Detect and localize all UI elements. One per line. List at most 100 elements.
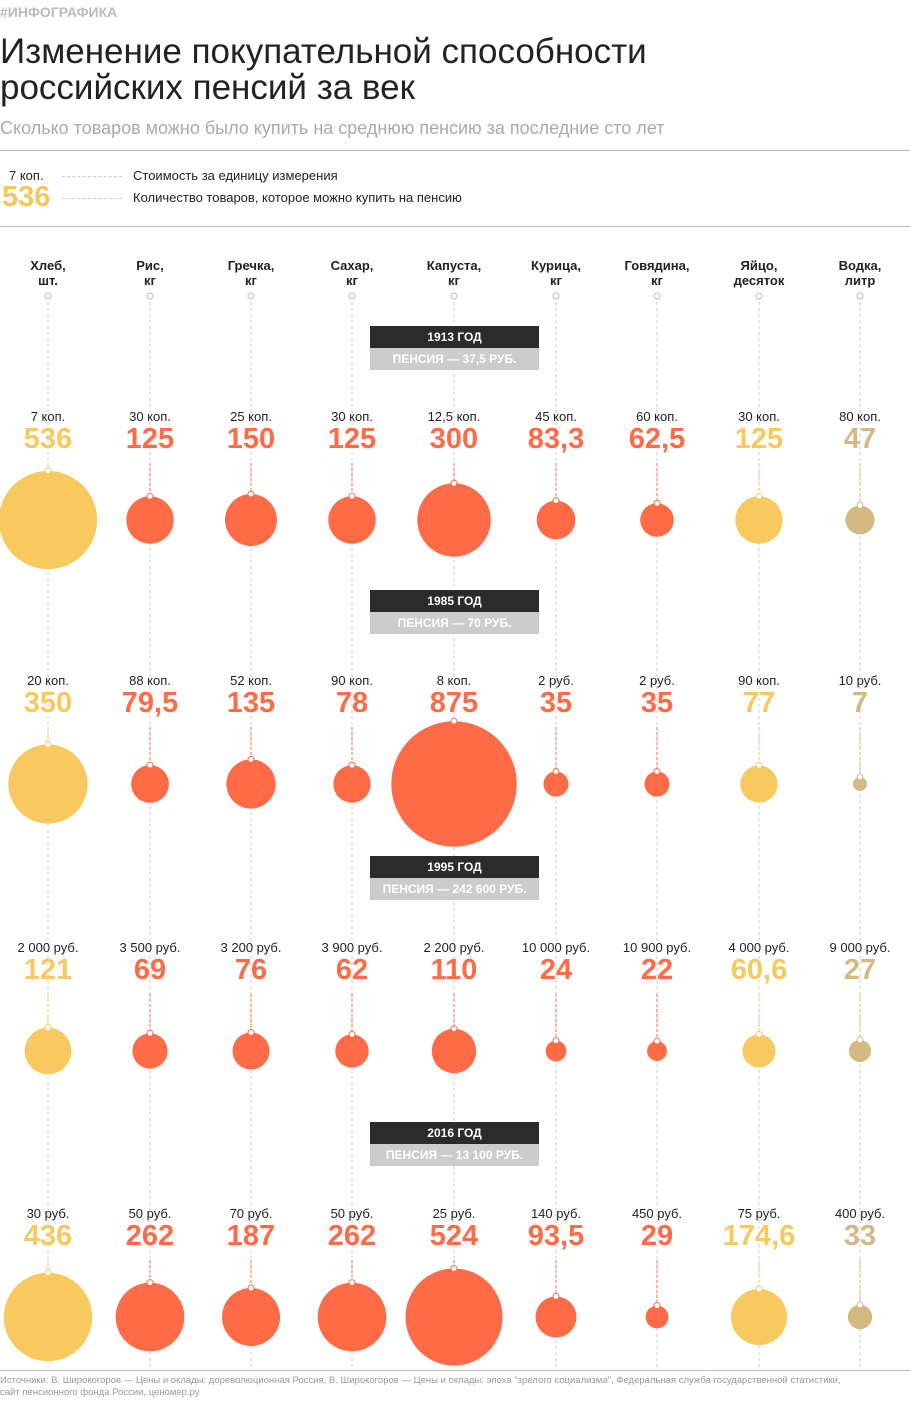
quantity-value: 121 xyxy=(23,954,73,986)
bubble-anchor-dot xyxy=(348,492,356,500)
quantity-value: 76 xyxy=(234,954,268,986)
unit-price: 90 коп. xyxy=(331,673,373,688)
unit-price: 3 900 руб. xyxy=(321,940,383,955)
title-line-1: Изменение покупательной способности xyxy=(0,32,647,71)
legend-qty-label: Количество товаров, которое можно купить… xyxy=(133,190,462,205)
bubble-anchor-dot xyxy=(653,1037,661,1045)
unit-price: 60 коп. xyxy=(636,409,678,424)
quantity-bubble xyxy=(742,1034,776,1068)
quantity-bubble xyxy=(232,1032,270,1070)
unit-price: 10 000 руб. xyxy=(521,940,591,955)
bubble-anchor-dot xyxy=(856,773,864,781)
bubble-anchor-dot xyxy=(450,717,458,725)
quantity-value: 125 xyxy=(125,423,175,455)
divider-legend xyxy=(0,226,910,227)
product-unit: десяток xyxy=(733,273,785,288)
product-name: Курица, xyxy=(531,258,581,273)
quantity-value: 436 xyxy=(23,1220,73,1252)
guide-line-top-dot xyxy=(552,292,560,300)
page-title: Изменение покупательной способности росс… xyxy=(0,34,900,106)
product-unit: кг xyxy=(245,273,257,288)
quantity-bubble xyxy=(115,1282,185,1352)
quantity-value: 27 xyxy=(843,954,877,986)
quantity-value: 79,5 xyxy=(121,687,179,719)
unit-price: 20 коп. xyxy=(27,673,69,688)
bubble-anchor-dot xyxy=(856,1036,864,1044)
quantity-value: 150 xyxy=(226,423,276,455)
product-header: Сахар, кг xyxy=(297,258,407,288)
quantity-bubble xyxy=(225,494,277,546)
bubble-anchor-dot xyxy=(146,1279,154,1287)
quantity-value: 83,3 xyxy=(527,423,585,455)
unit-price: 50 руб. xyxy=(330,1206,374,1221)
unit-price: 8 коп. xyxy=(436,673,472,688)
unit-price: 3 500 руб. xyxy=(119,940,181,955)
bubble-anchor-dot xyxy=(552,1293,560,1301)
bubble-anchor-dot xyxy=(653,767,661,775)
unit-price: 30 руб. xyxy=(26,1206,70,1221)
sources-line-1: Источники: В. Широкогоров — Цены и оклад… xyxy=(0,1375,841,1386)
guide-line-top-dot xyxy=(146,292,154,300)
unit-price: 400 руб. xyxy=(834,1206,886,1221)
unit-price: 450 руб. xyxy=(631,1206,683,1221)
pension-label: ПЕНСИЯ — 242 600 РУБ. xyxy=(370,878,539,900)
unit-price: 30 коп. xyxy=(129,409,171,424)
quantity-bubble xyxy=(647,1041,667,1061)
unit-price: 30 коп. xyxy=(331,409,373,424)
bubble-anchor-dot xyxy=(450,479,458,487)
quantity-bubble xyxy=(640,503,674,537)
year-label: 1995 ГОД xyxy=(370,856,539,878)
bubble-anchor-dot xyxy=(552,767,560,775)
guide-line-top-dot xyxy=(450,292,458,300)
quantity-value: 35 xyxy=(640,687,674,719)
unit-price: 25 руб. xyxy=(432,1206,476,1221)
title-line-2: российских пенсий за век xyxy=(0,68,415,107)
product-header: Гречка, кг xyxy=(196,258,306,288)
product-header: Говядина, кг xyxy=(602,258,712,288)
legend-leader-line xyxy=(62,198,122,199)
unit-price: 10 900 руб. xyxy=(622,940,692,955)
bubble-anchor-dot xyxy=(247,1284,255,1292)
unit-price: 2 руб. xyxy=(639,673,675,688)
quantity-bubble xyxy=(126,496,174,544)
quantity-value: 187 xyxy=(226,1220,276,1252)
product-header: Водка, литр xyxy=(805,258,910,288)
product-header: Капуста, кг xyxy=(399,258,509,288)
infographic-tag: #ИНФОГРАФИКА xyxy=(0,4,118,20)
product-header: Рис, кг xyxy=(95,258,205,288)
quantity-value: 33 xyxy=(843,1220,877,1252)
guide-line-top-dot xyxy=(247,292,255,300)
bubble-anchor-dot xyxy=(348,761,356,769)
product-name: Говядина, xyxy=(624,258,690,273)
unit-price: 7 коп. xyxy=(30,409,66,424)
quantity-value: 60,6 xyxy=(730,954,788,986)
unit-price: 2 200 руб. xyxy=(423,940,485,955)
bubble-anchor-dot xyxy=(146,761,154,769)
bubble-anchor-dot xyxy=(44,467,52,475)
product-header: Курица, кг xyxy=(501,258,611,288)
bubble-anchor-dot xyxy=(247,755,255,763)
unit-price: 75 руб. xyxy=(737,1206,781,1221)
product-header: Хлеб, шт. xyxy=(0,258,103,288)
unit-price: 4 000 руб. xyxy=(728,940,790,955)
legend-leader-line xyxy=(62,176,122,177)
quantity-value: 7 xyxy=(851,687,869,719)
quantity-value: 69 xyxy=(133,954,167,986)
quantity-bubble xyxy=(645,1305,669,1329)
sources-footer: Источники: В. Широкогоров — Цены и оклад… xyxy=(0,1375,905,1399)
unit-price: 52 коп. xyxy=(230,673,272,688)
quantity-bubble xyxy=(644,771,670,797)
bubble-anchor-dot xyxy=(856,1301,864,1309)
bubble-anchor-dot xyxy=(653,1302,661,1310)
product-name: Капуста, xyxy=(426,258,482,273)
bubble-anchor-dot xyxy=(44,1269,52,1277)
unit-price: 30 коп. xyxy=(738,409,780,424)
quantity-bubble xyxy=(431,1028,477,1074)
quantity-bubble xyxy=(730,1288,788,1346)
product-name: Яйцо, xyxy=(740,258,778,273)
bubble-anchor-dot xyxy=(450,1025,458,1033)
quantity-bubble xyxy=(545,1040,567,1062)
bubble-anchor-dot xyxy=(755,492,763,500)
product-header: Яйцо, десяток xyxy=(704,258,814,288)
